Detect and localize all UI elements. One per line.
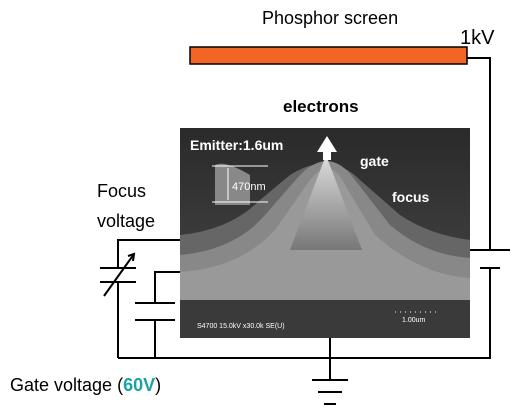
screen-voltage: 1kV	[460, 27, 495, 49]
emitter-label: Emitter:1.6um	[190, 137, 283, 153]
phosphor-screen	[190, 47, 467, 64]
focus-label: focus	[392, 189, 430, 205]
gate-label: gate	[360, 153, 389, 169]
gate-voltage: Gate voltage (60V)	[10, 375, 161, 395]
diagram: Phosphor screen 1kV electrons Emitter:1.…	[0, 0, 517, 410]
circuit-left	[100, 240, 180, 358]
screen-label: Phosphor screen	[262, 8, 398, 28]
beam-label: electrons	[283, 97, 359, 116]
gate-voltage-close: )	[155, 375, 161, 395]
scale-label: 1.00um	[402, 317, 426, 324]
focus-voltage-line2: voltage	[97, 211, 155, 231]
focus-voltage-line1: Focus	[97, 181, 146, 201]
sem-info: S4700 15.0kV x30.0k SE(U)	[197, 323, 285, 330]
gate-voltage-label: Gate voltage (	[10, 375, 123, 395]
gate-voltage-value: 60V	[123, 375, 155, 395]
height-label: 470nm	[232, 181, 266, 193]
